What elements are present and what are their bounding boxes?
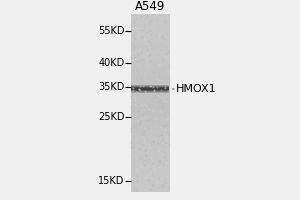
Bar: [130, 61, 170, 64]
Bar: [131, 92, 169, 93]
Text: 25KD: 25KD: [98, 112, 124, 122]
Bar: [130, 85, 170, 88]
Bar: [131, 85, 169, 86]
Bar: [130, 32, 170, 35]
Text: A549: A549: [135, 0, 165, 14]
Bar: [130, 130, 170, 133]
Bar: [130, 121, 170, 124]
Bar: [130, 64, 170, 67]
Bar: [130, 79, 170, 82]
Bar: [130, 38, 170, 41]
Bar: [130, 52, 170, 56]
Bar: [131, 91, 169, 92]
Bar: [130, 40, 170, 44]
Bar: [130, 138, 170, 142]
Bar: [130, 58, 170, 61]
Bar: [130, 82, 170, 85]
Bar: [130, 180, 170, 183]
Bar: [130, 106, 170, 109]
Text: HMOX1: HMOX1: [176, 84, 216, 94]
Bar: [130, 94, 170, 97]
Bar: [130, 135, 170, 139]
Bar: [130, 26, 170, 29]
Bar: [130, 150, 170, 153]
Bar: [130, 162, 170, 165]
Text: 15KD: 15KD: [98, 176, 124, 186]
Bar: [130, 186, 170, 189]
Bar: [130, 49, 170, 53]
Bar: [131, 86, 169, 87]
Bar: [131, 90, 169, 91]
Bar: [130, 115, 170, 118]
Bar: [130, 183, 170, 186]
Bar: [130, 35, 170, 38]
Bar: [130, 132, 170, 136]
Bar: [130, 156, 170, 159]
Bar: [130, 141, 170, 145]
Bar: [130, 73, 170, 76]
Bar: [130, 174, 170, 177]
Text: 55KD: 55KD: [98, 26, 124, 36]
Bar: [130, 29, 170, 32]
Bar: [130, 43, 170, 47]
Bar: [130, 46, 170, 50]
Bar: [130, 97, 170, 100]
Bar: [131, 86, 169, 87]
Bar: [130, 171, 170, 174]
Bar: [130, 100, 170, 103]
Bar: [130, 109, 170, 112]
Bar: [130, 17, 170, 20]
Bar: [130, 88, 170, 91]
Bar: [131, 89, 169, 90]
Text: 35KD: 35KD: [98, 82, 124, 92]
Bar: [131, 90, 169, 91]
Bar: [130, 67, 170, 70]
Bar: [130, 153, 170, 156]
Bar: [130, 168, 170, 171]
Bar: [130, 124, 170, 127]
Bar: [130, 118, 170, 121]
Bar: [131, 85, 169, 86]
Bar: [130, 147, 170, 150]
Bar: [130, 159, 170, 162]
Bar: [130, 20, 170, 23]
Bar: [130, 127, 170, 130]
Bar: [131, 87, 169, 88]
Bar: [130, 91, 170, 94]
Bar: [131, 88, 169, 89]
Bar: [130, 55, 170, 58]
Text: 40KD: 40KD: [98, 58, 124, 68]
Bar: [130, 76, 170, 79]
Bar: [130, 103, 170, 106]
Bar: [130, 112, 170, 115]
Bar: [130, 14, 170, 17]
Bar: [130, 165, 170, 168]
Bar: [130, 189, 170, 192]
Bar: [131, 88, 169, 89]
Bar: [130, 144, 170, 148]
Bar: [130, 70, 170, 73]
Bar: [130, 177, 170, 180]
Bar: [130, 23, 170, 26]
Bar: [131, 91, 169, 92]
